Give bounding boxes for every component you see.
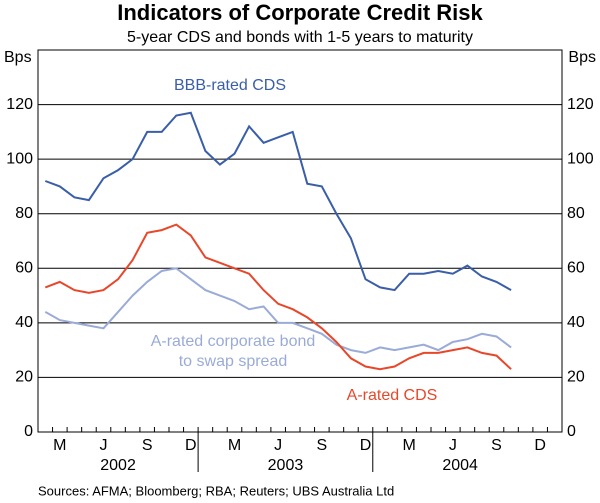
- y-tick-label: 120: [6, 96, 33, 113]
- y2-tick-label: 40: [567, 314, 585, 331]
- y-tick-label: 20: [15, 369, 33, 386]
- x-tick-label: M: [403, 437, 416, 454]
- x-tick-label: D: [360, 437, 372, 454]
- y-tick-label: 80: [15, 205, 33, 222]
- source-note: Sources: AFMA; Bloomberg; RBA; Reuters; …: [38, 483, 394, 498]
- x-tick-label: M: [228, 437, 241, 454]
- series-line: [44, 111, 512, 292]
- x-tick-label: S: [316, 437, 327, 454]
- x-group-label: 2004: [442, 457, 478, 474]
- y2-tick-label: 60: [567, 260, 585, 277]
- y2-axis-label: Bps: [568, 49, 596, 66]
- x-tick-label: M: [53, 437, 66, 454]
- x-tick-label: D: [534, 437, 546, 454]
- x-tick-label: J: [274, 437, 282, 454]
- x-tick-label: S: [142, 437, 153, 454]
- series-line: [44, 267, 512, 354]
- y-tick-label: 60: [15, 260, 33, 277]
- chart-title: Indicators of Corporate Credit Risk: [117, 0, 483, 25]
- series-label: A-rated CDS: [346, 387, 438, 404]
- x-tick-label: D: [185, 437, 197, 454]
- y2-tick-label: 120: [567, 96, 594, 113]
- x-tick-label: J: [449, 437, 457, 454]
- plot-frame: [37, 49, 563, 433]
- x-tick-label: J: [100, 437, 108, 454]
- series-label: A-rated corporate bond to swap spread: [150, 333, 316, 370]
- series-line: [44, 223, 512, 371]
- y2-tick-label: 20: [567, 369, 585, 386]
- y2-tick-label: 100: [567, 150, 594, 167]
- y-tick-label: 100: [6, 150, 33, 167]
- y2-tick-label: 80: [567, 205, 585, 222]
- y-tick-label: 40: [15, 314, 33, 331]
- y-axis-label: Bps: [4, 49, 32, 66]
- x-group-label: 2002: [100, 457, 136, 474]
- series-label: BBB-rated CDS: [173, 77, 287, 94]
- y-tick-label: 0: [24, 423, 33, 440]
- y2-tick-label: 0: [567, 423, 576, 440]
- x-tick-label: S: [491, 437, 502, 454]
- chart-subtitle: 5-year CDS and bonds with 1-5 years to m…: [127, 29, 473, 46]
- x-group-label: 2003: [268, 457, 304, 474]
